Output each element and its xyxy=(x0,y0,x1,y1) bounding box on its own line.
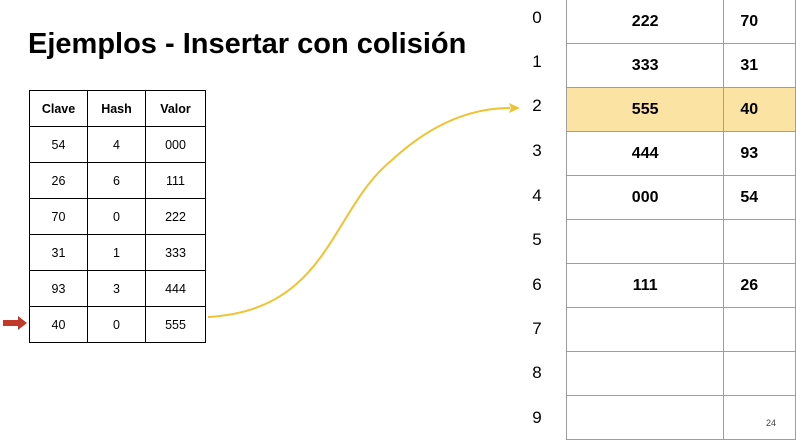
bucket-key: 93 xyxy=(723,131,796,176)
bucket-index-2: 2 xyxy=(532,96,542,115)
bucket-row xyxy=(565,351,796,396)
bucket-key: 54 xyxy=(723,175,796,220)
cell-valor: 333 xyxy=(145,234,206,271)
header-clave: Clave xyxy=(29,90,88,127)
cell-valor: 222 xyxy=(145,198,206,235)
bucket-value: 111 xyxy=(565,263,725,308)
cell-hash: 1 xyxy=(87,234,146,271)
page-number: 24 xyxy=(766,418,777,428)
bucket-key: 31 xyxy=(723,43,796,88)
bucket-row xyxy=(565,219,796,264)
bucket-index-1: 1 xyxy=(532,52,542,71)
cell-clave: 93 xyxy=(29,270,88,307)
bucket-index-5: 5 xyxy=(532,230,542,249)
bucket-key xyxy=(723,307,796,352)
header-valor: Valor xyxy=(145,90,206,127)
bucket-key: 26 xyxy=(723,263,796,308)
bucket-index-3: 3 xyxy=(532,141,542,160)
table-row: 93 3 444 xyxy=(29,270,206,307)
cell-clave: 26 xyxy=(29,162,88,199)
bucket-index-8: 8 xyxy=(532,363,542,382)
bucket-index-4: 4 xyxy=(532,186,542,205)
cell-hash: 4 xyxy=(87,126,146,163)
table-row: 70 0 222 xyxy=(29,198,206,235)
bucket-index-0: 0 xyxy=(532,8,542,27)
bucket-value: 444 xyxy=(565,131,725,176)
bucket-row xyxy=(565,307,796,352)
bucket-key xyxy=(723,351,796,396)
bucket-row xyxy=(565,395,796,440)
bucket-row: 333 31 xyxy=(565,43,796,88)
header-hash: Hash xyxy=(87,90,146,127)
cell-valor: 555 xyxy=(145,306,206,343)
bucket-index-6: 6 xyxy=(532,275,542,294)
cell-clave: 40 xyxy=(29,306,88,343)
bucket-key xyxy=(723,395,796,440)
cell-valor: 444 xyxy=(145,270,206,307)
cell-clave: 31 xyxy=(29,234,88,271)
table-row: 26 6 111 xyxy=(29,162,206,199)
bucket-key: 70 xyxy=(723,0,796,44)
bucket-index-7: 7 xyxy=(532,319,542,338)
bucket-value: 333 xyxy=(565,43,725,88)
bucket-value xyxy=(565,351,725,396)
bucket-value xyxy=(565,307,725,352)
table-header-row: Clave Hash Valor xyxy=(29,90,206,127)
bucket-row-highlighted: 555 40 xyxy=(565,87,796,132)
hash-table: 222 70 333 31 555 40 444 93 000 54 111 26 xyxy=(565,0,796,440)
bucket-value xyxy=(565,219,725,264)
table-row-current: 40 0 555 xyxy=(29,306,206,343)
bucket-row: 444 93 xyxy=(565,131,796,176)
slide-title: Ejemplos - Insertar con colisión xyxy=(28,28,467,60)
bucket-key: 40 xyxy=(723,87,796,132)
cell-hash: 6 xyxy=(87,162,146,199)
table-row: 31 1 333 xyxy=(29,234,206,271)
bucket-row: 111 26 xyxy=(565,263,796,308)
bucket-index-9: 9 xyxy=(532,408,542,427)
bucket-value: 555 xyxy=(565,87,725,132)
current-row-arrow-icon xyxy=(3,316,27,330)
bucket-row: 000 54 xyxy=(565,175,796,220)
bucket-row: 222 70 xyxy=(565,0,796,44)
key-hash-value-table: Clave Hash Valor 54 4 000 26 6 111 70 0 222 31… xyxy=(29,90,206,343)
bucket-key xyxy=(723,219,796,264)
cell-hash: 3 xyxy=(87,270,146,307)
bucket-value xyxy=(565,395,725,440)
bucket-value: 000 xyxy=(565,175,725,220)
cell-valor: 111 xyxy=(145,162,206,199)
cell-clave: 70 xyxy=(29,198,88,235)
bucket-value: 222 xyxy=(565,0,725,44)
